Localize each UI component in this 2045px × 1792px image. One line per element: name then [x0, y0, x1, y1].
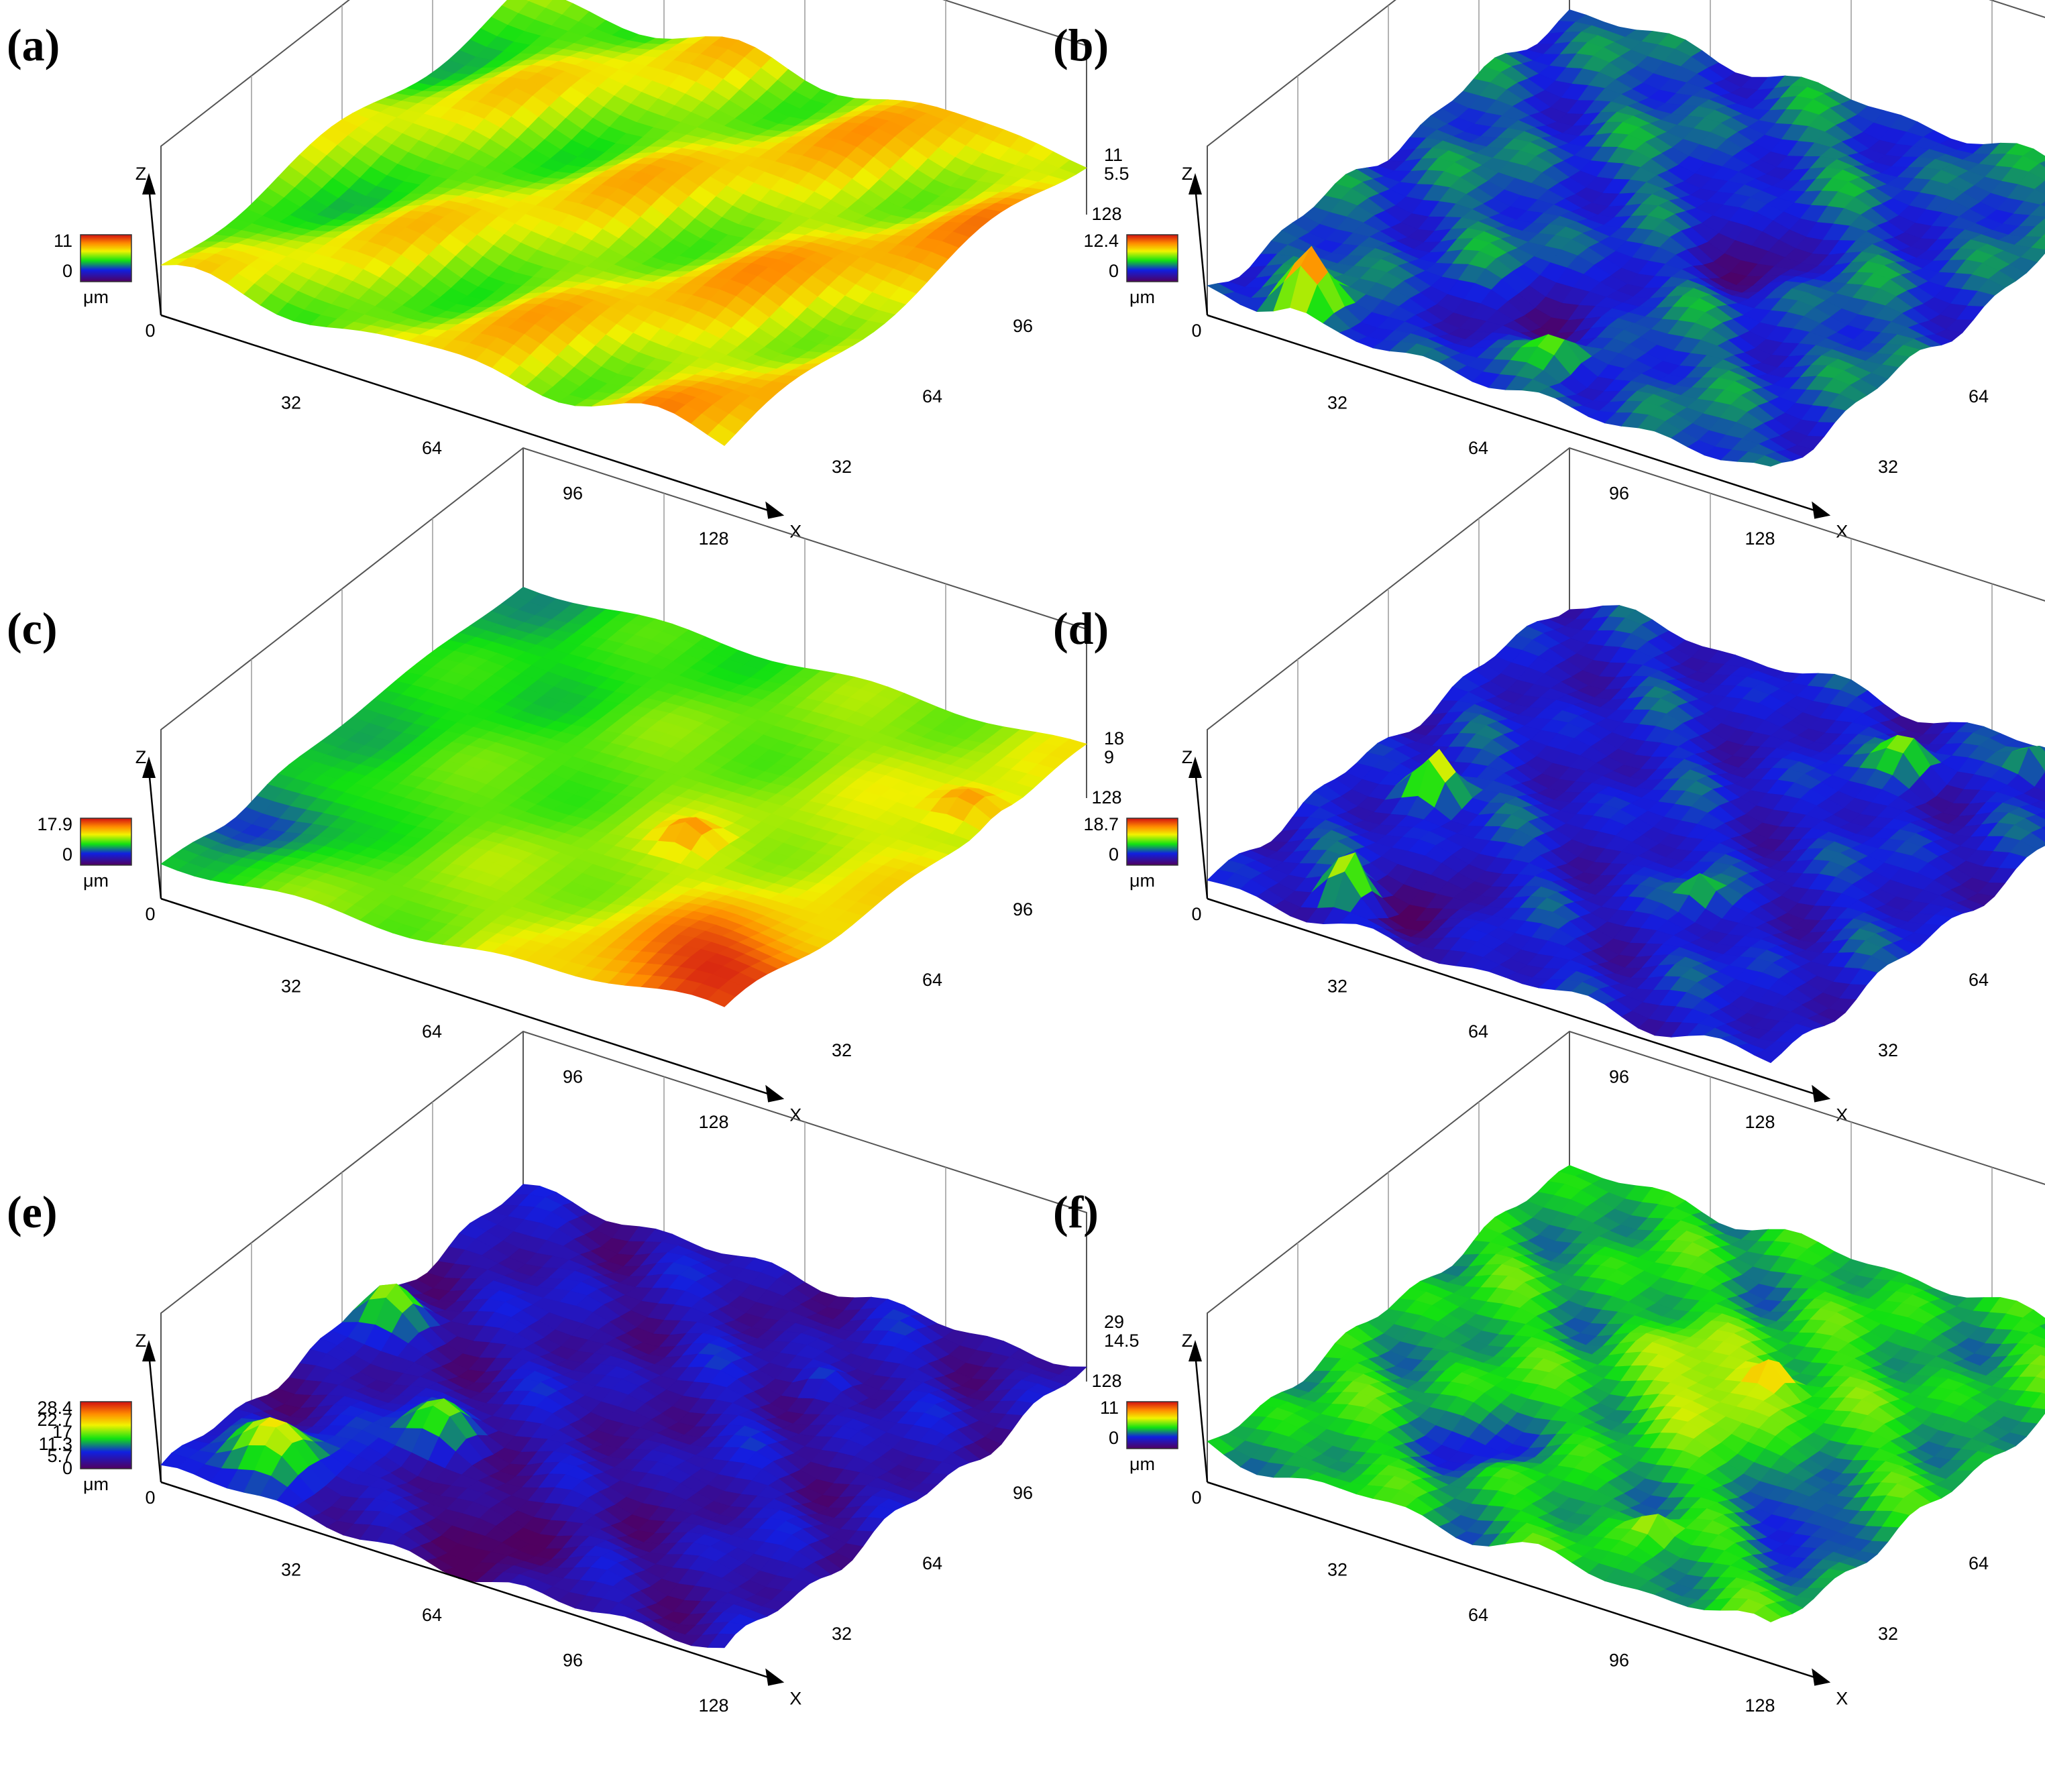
x-tick-label: 128 — [698, 528, 728, 549]
panel-label: (b) — [1053, 19, 1109, 70]
x-axis-label: X — [1836, 1105, 1848, 1125]
y-tick-label: 64 — [1969, 970, 1989, 990]
colorbar-tick-label: 0 — [62, 844, 72, 864]
x-axis-arrow-icon — [1812, 501, 1831, 519]
z-axis-line — [1194, 186, 1209, 316]
colorbar-gradient — [80, 234, 132, 282]
x-tick-label: 0 — [1191, 904, 1201, 924]
colorbar-tick-label: 0 — [62, 261, 72, 281]
x-tick-label: 128 — [1745, 1112, 1775, 1132]
surface-cell — [2041, 233, 2045, 238]
z-axis-label: Z — [1182, 164, 1193, 184]
y-tick-label: 64 — [922, 386, 942, 406]
z-tick-label: 18 — [1104, 728, 1124, 748]
x-tick-label: 32 — [281, 976, 301, 997]
x-tick-label: 96 — [563, 484, 583, 504]
x-tick-label: 128 — [698, 1112, 728, 1132]
surface-cell — [2035, 218, 2045, 228]
z-axis-line — [1194, 769, 1209, 899]
surface-cell — [2038, 161, 2045, 168]
x-tick-label: 128 — [1745, 528, 1775, 549]
z-tick-label: 11 — [1104, 145, 1123, 165]
surface-plot — [1206, 9, 2045, 467]
colorbar-gradient — [1126, 818, 1178, 866]
y-tick-label: 32 — [1878, 457, 1898, 477]
surface-cell — [707, 423, 736, 447]
y-tick-label: 64 — [922, 970, 942, 990]
z-axis-label: Z — [135, 164, 147, 184]
x-tick-label: 0 — [145, 321, 155, 341]
y-tick-label: 96 — [1013, 899, 1033, 919]
panel-c: X Z 0 32 64 96 128 32 64 96 128 189 17.9 0 μm (c) — [7, 447, 1124, 1132]
colorbar-tick-label: 0 — [1109, 844, 1119, 864]
colorbar-unit-label: μm — [83, 871, 109, 891]
y-tick-label: 64 — [1969, 386, 1989, 406]
z-axis-arrow-icon — [142, 173, 156, 194]
y-tick-label: 128 — [1091, 204, 1121, 224]
x-tick-label: 0 — [1191, 321, 1201, 341]
x-tick-label: 96 — [1609, 484, 1629, 504]
colorbar-gradient — [1126, 234, 1178, 282]
y-tick-label: 32 — [832, 1040, 852, 1060]
x-tick-label: 0 — [145, 904, 155, 924]
colorbar-tick-label: 17.9 — [37, 814, 72, 834]
panel-e: XZ03264961283264961282914.528.422.71711.… — [7, 1030, 1140, 1716]
colorbar: 18.7 0 μm — [1083, 814, 1178, 891]
x-tick-label: 64 — [1468, 438, 1488, 458]
colorbar: 11 0 μm — [54, 231, 132, 307]
x-tick-label: 32 — [1327, 393, 1347, 413]
x-tick-label: 64 — [422, 1021, 442, 1042]
y-tick-label: 32 — [1878, 1040, 1898, 1060]
z-axis-label: Z — [1182, 747, 1193, 767]
y-tick-label: 32 — [832, 457, 852, 477]
x-tick-label: 32 — [1327, 976, 1347, 997]
x-axis-label: X — [1836, 522, 1848, 542]
y-tick-label: 96 — [1013, 316, 1033, 336]
colorbar-tick-label: 11 — [54, 231, 72, 251]
z-tick-label: 5.5 — [1104, 164, 1129, 184]
z-axis-label: Z — [135, 747, 147, 767]
colorbar-gradient — [80, 818, 132, 866]
panel-label: (c) — [7, 603, 57, 654]
surface-plot — [160, 0, 1087, 447]
x-axis-arrow-icon — [765, 1084, 785, 1103]
panel-label: (d) — [1053, 603, 1109, 654]
x-tick-label: 32 — [281, 393, 301, 413]
x-axis-line — [160, 314, 770, 512]
x-tick-label: 96 — [563, 1067, 583, 1087]
colorbar: 17.9 0 μm — [37, 814, 132, 891]
x-axis-arrow-icon — [765, 501, 785, 519]
x-axis-arrow-icon — [1812, 1084, 1831, 1103]
panel-label: (a) — [7, 19, 60, 70]
colorbar-unit-label: μm — [83, 287, 109, 307]
x-axis-label: X — [789, 522, 802, 542]
x-tick-label: 64 — [422, 438, 442, 458]
colorbar-tick-label: 12.4 — [1083, 231, 1119, 251]
z-axis-line — [148, 186, 162, 316]
x-tick-label: 64 — [1468, 1021, 1488, 1042]
colorbar-tick-label: 0 — [1109, 261, 1119, 281]
x-axis-label: X — [789, 1105, 802, 1125]
x-tick-label: 96 — [1609, 1067, 1629, 1087]
surface-cell — [2034, 180, 2045, 195]
surface-cell — [2040, 201, 2045, 207]
axes-box — [1207, 0, 2045, 315]
colorbar: 12.4 0 μm — [1083, 231, 1178, 307]
colorbar-unit-label: μm — [1129, 871, 1155, 891]
colorbar-unit-label: μm — [1129, 287, 1155, 307]
colorbar-tick-label: 18.7 — [1083, 814, 1119, 834]
z-tick-label: 9 — [1104, 747, 1114, 767]
z-axis-line — [148, 769, 162, 899]
y-tick-label: 128 — [1091, 787, 1121, 807]
